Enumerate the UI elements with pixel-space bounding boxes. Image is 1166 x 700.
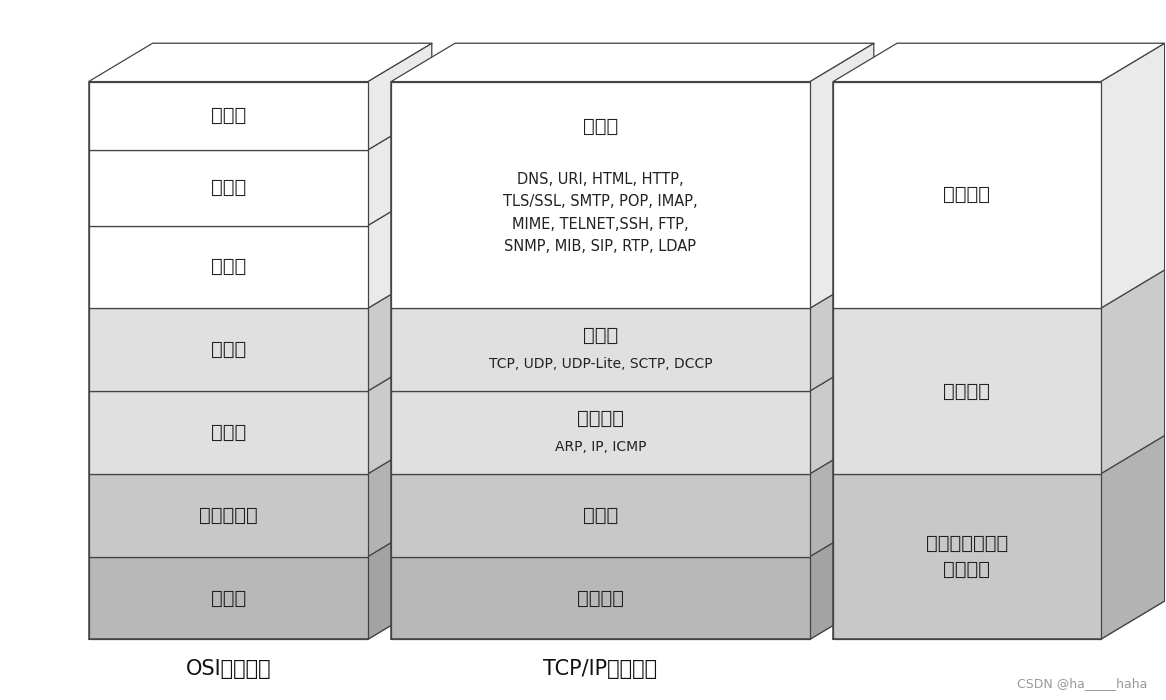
Polygon shape xyxy=(89,308,367,391)
Polygon shape xyxy=(89,391,367,474)
Polygon shape xyxy=(89,82,367,150)
Polygon shape xyxy=(367,435,431,556)
Polygon shape xyxy=(1101,43,1165,308)
Text: 互联网层: 互联网层 xyxy=(577,409,624,428)
Polygon shape xyxy=(833,43,1165,82)
Text: 数据链路层: 数据链路层 xyxy=(199,505,258,525)
Text: 传输层: 传输层 xyxy=(211,340,246,359)
Polygon shape xyxy=(810,43,873,308)
Text: 表示层: 表示层 xyxy=(211,178,246,197)
Polygon shape xyxy=(810,270,873,391)
Text: CSDN @ha_____haha: CSDN @ha_____haha xyxy=(1017,677,1147,690)
Text: 物理层: 物理层 xyxy=(211,589,246,608)
Polygon shape xyxy=(833,82,1101,308)
Polygon shape xyxy=(89,225,367,308)
Polygon shape xyxy=(1101,270,1165,474)
Text: 应用程序: 应用程序 xyxy=(943,186,990,204)
Text: 网卡层: 网卡层 xyxy=(583,505,618,525)
Text: 应用层: 应用层 xyxy=(211,106,246,125)
Text: 网络层: 网络层 xyxy=(211,423,246,442)
Polygon shape xyxy=(391,474,810,556)
Text: 设备驱动程序与
网络接口: 设备驱动程序与 网络接口 xyxy=(926,534,1007,580)
Text: 应用层: 应用层 xyxy=(583,118,618,136)
Polygon shape xyxy=(367,187,431,308)
Text: ARP, IP, ICMP: ARP, IP, ICMP xyxy=(555,440,646,454)
Text: 操作系统: 操作系统 xyxy=(943,382,990,400)
Text: TCP, UDP, UDP-Lite, SCTP, DCCP: TCP, UDP, UDP-Lite, SCTP, DCCP xyxy=(489,357,712,371)
Polygon shape xyxy=(89,150,367,225)
Text: （硬件）: （硬件） xyxy=(577,589,624,608)
Polygon shape xyxy=(810,435,873,556)
Polygon shape xyxy=(833,308,1101,474)
Polygon shape xyxy=(367,518,431,639)
Text: DNS, URI, HTML, HTTP,
TLS/SSL, SMTP, POP, IMAP,
MIME, TELNET,SSH, FTP,
SNMP, MIB: DNS, URI, HTML, HTTP, TLS/SSL, SMTP, POP… xyxy=(504,172,697,254)
Polygon shape xyxy=(89,556,367,639)
Polygon shape xyxy=(391,556,810,639)
Polygon shape xyxy=(367,43,431,150)
Polygon shape xyxy=(810,518,873,639)
Polygon shape xyxy=(391,308,810,391)
Polygon shape xyxy=(810,353,873,474)
Polygon shape xyxy=(367,111,431,225)
Polygon shape xyxy=(391,82,810,308)
Polygon shape xyxy=(367,270,431,391)
Polygon shape xyxy=(89,43,431,82)
Polygon shape xyxy=(391,391,810,474)
Polygon shape xyxy=(89,474,367,556)
Text: TCP/IP分层模型: TCP/IP分层模型 xyxy=(543,659,658,678)
Text: OSI参考模型: OSI参考模型 xyxy=(185,659,271,678)
Polygon shape xyxy=(1101,435,1165,639)
Polygon shape xyxy=(391,43,873,82)
Text: 会话层: 会话层 xyxy=(211,258,246,277)
Polygon shape xyxy=(833,474,1101,639)
Text: 传输层: 传输层 xyxy=(583,326,618,345)
Polygon shape xyxy=(367,353,431,474)
